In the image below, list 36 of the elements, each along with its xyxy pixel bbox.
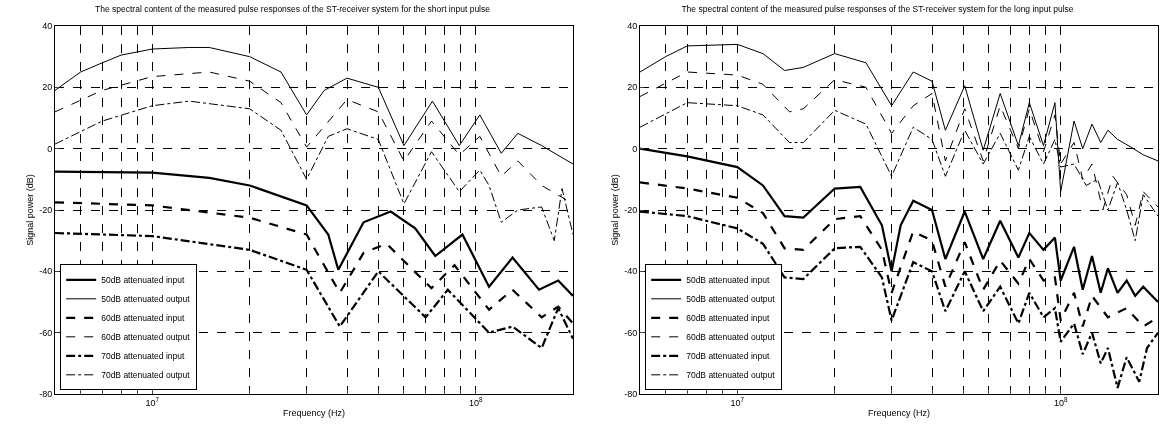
y-axis-title: Signal power (dB) — [609, 174, 620, 246]
x-axis-title: Frequency (Hz) — [282, 407, 346, 418]
y-tick-label: -80 — [624, 389, 638, 400]
legend-label: 70dB attenuated input — [686, 351, 770, 362]
y-tick-label: -40 — [39, 266, 53, 277]
y-tick-label: 0 — [47, 143, 53, 154]
y-tick-label: 40 — [42, 21, 53, 32]
x-axis-title: Frequency (Hz) — [867, 407, 931, 418]
legend-label: 60dB attenuated input — [101, 313, 185, 324]
x-tick-label: 10$^{8}$ — [468, 396, 483, 408]
legend-label: 70dB attenuated output — [101, 370, 191, 381]
x-tick-label: 10$^{7}$ — [730, 396, 745, 408]
chart-title: The spectral content of the measured pulse responses of the ST-receiver system for the long input pulse — [681, 4, 1074, 15]
y-tick-label: 20 — [42, 82, 53, 93]
y-axis-title: Signal power (dB) — [24, 174, 35, 246]
legend-label: 50dB attenuated output — [101, 294, 191, 305]
x-tick-label: 10$^{8}$ — [1053, 396, 1068, 408]
y-tick-label: -60 — [39, 327, 53, 338]
x-tick-label: 10$^{7}$ — [145, 396, 160, 408]
y-tick-label: -40 — [624, 266, 638, 277]
legend-label: 50dB attenuated output — [686, 294, 776, 305]
y-tick-label: 0 — [632, 143, 638, 154]
legend-label: 50dB attenuated input — [101, 275, 185, 286]
y-tick-label: -20 — [624, 205, 638, 216]
y-tick-label: -60 — [624, 327, 638, 338]
chart-title: The spectral content of the measured pulse responses of the ST-receiver system for the short input pulse — [95, 4, 491, 15]
y-tick-label: -80 — [39, 389, 53, 400]
legend-label: 60dB attenuated output — [101, 332, 191, 343]
legend-label: 60dB attenuated output — [686, 332, 776, 343]
y-tick-label: -20 — [39, 205, 53, 216]
legend-label: 60dB attenuated input — [686, 313, 770, 324]
y-tick-label: 20 — [627, 82, 638, 93]
legend-label: 70dB attenuated input — [101, 351, 185, 362]
legend-label: 50dB attenuated input — [686, 275, 770, 286]
legend-label: 70dB attenuated output — [686, 370, 776, 381]
y-tick-label: 40 — [627, 21, 638, 32]
